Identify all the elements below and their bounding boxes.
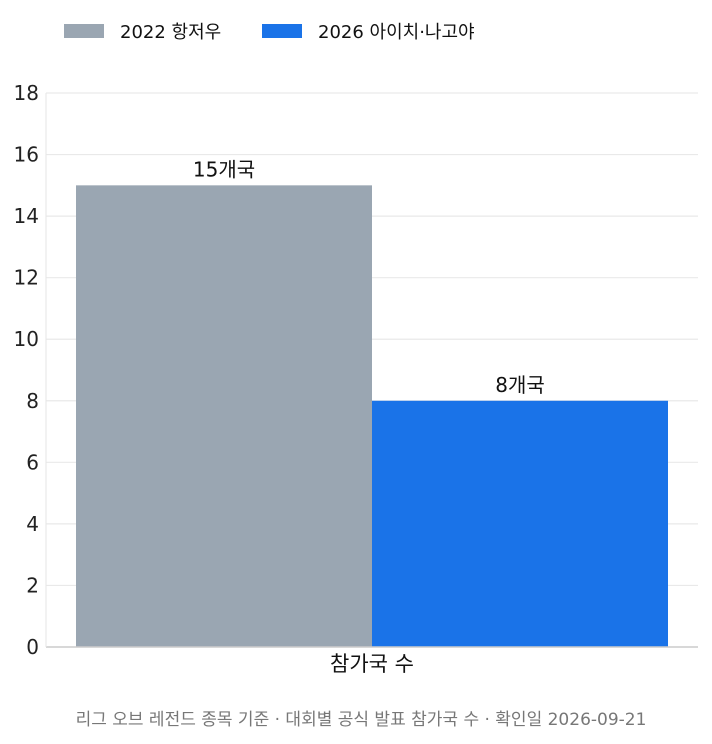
legend-entry: 2022 항저우	[120, 22, 221, 43]
y-tick-label: 10	[14, 327, 39, 351]
legend-swatch	[262, 24, 302, 38]
y-tick-label: 18	[14, 81, 39, 105]
y-tick-label: 4	[26, 512, 39, 536]
y-tick-label: 8	[26, 389, 39, 413]
y-tick-label: 6	[26, 450, 39, 474]
bars	[76, 185, 668, 648]
category-label: 참가국 수	[330, 652, 414, 676]
chart-footnote: 리그 오브 레전드 종목 기준 · 대회별 공식 발표 참가국 수 · 확인일 …	[76, 710, 647, 730]
y-axis: 0 2 4 6 8 10 12 14 16 18	[14, 81, 39, 659]
data-labels: 15개국 8개국	[193, 157, 545, 396]
legend: 2022 항저우 2026 아이치·나고야	[64, 22, 475, 43]
y-tick-label: 12	[14, 266, 39, 290]
legend-entry: 2026 아이치·나고야	[318, 22, 475, 43]
bar-value-label: 15개국	[193, 157, 255, 181]
y-tick-label: 14	[14, 204, 39, 228]
y-tick-label: 0	[26, 635, 39, 659]
bar-1	[76, 185, 372, 648]
bar-value-label: 8개국	[495, 373, 545, 397]
legend-swatch	[64, 24, 104, 38]
bar-2	[372, 400, 668, 647]
y-tick-label: 16	[14, 143, 39, 167]
y-tick-label: 2	[26, 573, 39, 597]
